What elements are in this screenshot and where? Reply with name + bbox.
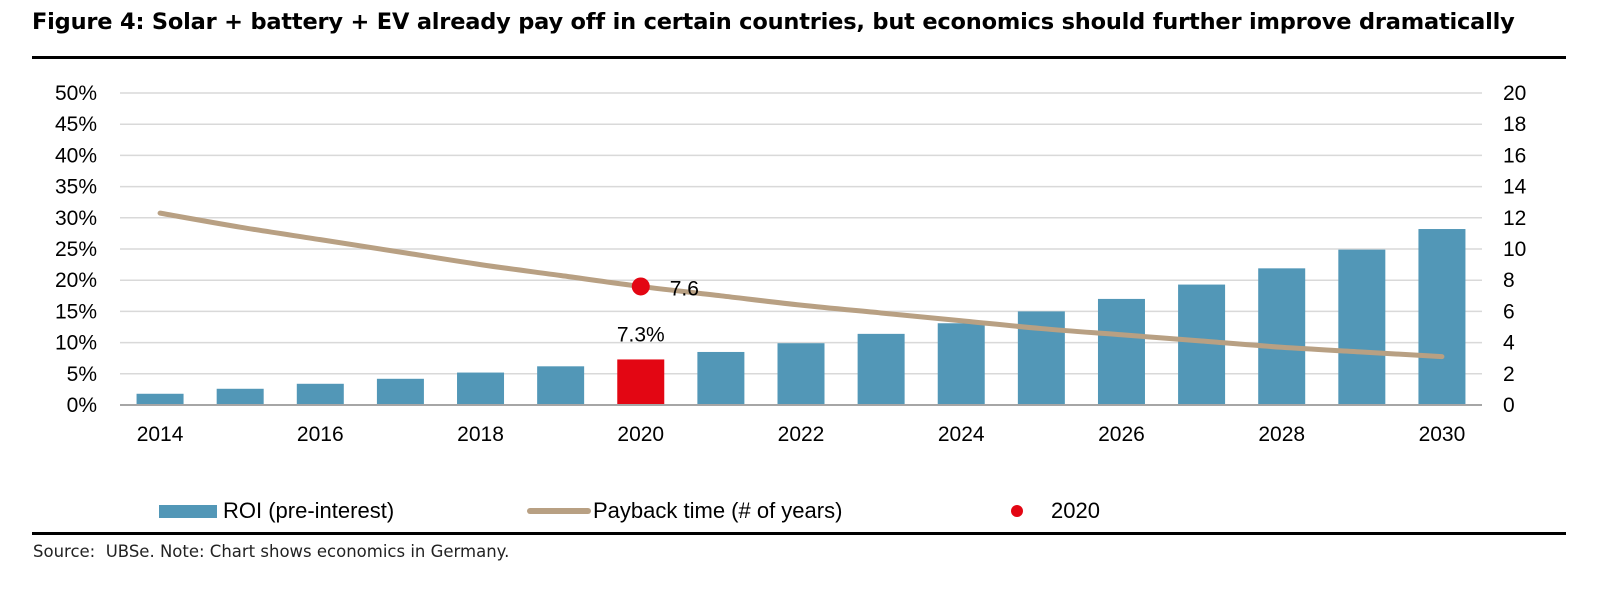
y-left-tick-label: 30% xyxy=(55,207,97,230)
x-tick-label: 2028 xyxy=(1258,423,1305,446)
legend-label-payback: Payback time (# of years) xyxy=(593,498,843,523)
bar xyxy=(1418,229,1466,405)
bar xyxy=(136,393,184,405)
y-right-tick-label: 2 xyxy=(1503,363,1515,386)
title-divider xyxy=(32,56,1566,59)
y-left-tick-label: 45% xyxy=(55,113,97,136)
legend-bar-swatch xyxy=(159,504,217,518)
bar xyxy=(457,372,505,405)
y-right-tick-label: 18 xyxy=(1503,113,1526,136)
chart-plot: 0% 5% 10% 15% 20% 25% 30% 35% 40% 45% 50% 0 2 4 6 8 10 12… xyxy=(55,82,1527,446)
roi-2020-label: 7.3% xyxy=(617,323,665,346)
bar xyxy=(1258,268,1306,405)
legend-label-2020: 2020 xyxy=(1051,498,1100,523)
y-right-tick-label: 10 xyxy=(1503,238,1526,261)
y-right-tick-label: 8 xyxy=(1503,269,1515,292)
figure-title: Figure 4: Solar + battery + EV already p… xyxy=(32,9,1515,35)
x-tick-label: 2016 xyxy=(297,423,344,446)
bar xyxy=(216,388,264,405)
legend-line-swatch xyxy=(527,508,591,514)
y-left-tick-label: 15% xyxy=(55,300,97,323)
x-tick-label: 2014 xyxy=(137,423,184,446)
bar xyxy=(1338,249,1386,405)
legend-item-2020: 2020 xyxy=(1011,494,1100,528)
bar xyxy=(937,323,985,405)
y-left-tick-label: 35% xyxy=(55,176,97,199)
y-right-tick-label: 0 xyxy=(1503,394,1515,417)
bar xyxy=(697,351,745,405)
legend-dot-swatch xyxy=(1011,505,1023,517)
y-left-tick-label: 25% xyxy=(55,238,97,261)
y-left-tick-label: 50% xyxy=(55,82,97,105)
y-right-tick-label: 20 xyxy=(1503,82,1526,105)
legend-item-payback: Payback time (# of years) xyxy=(527,494,842,528)
source-note: Source: UBSe. Note: Chart shows economic… xyxy=(33,542,510,561)
y-right-tick-label: 12 xyxy=(1503,207,1526,230)
bar xyxy=(296,383,344,405)
bar xyxy=(857,333,905,405)
y-left-tick-label: 5% xyxy=(67,363,97,386)
bar xyxy=(537,366,585,405)
bar xyxy=(376,378,424,405)
y-left-tick-label: 20% xyxy=(55,269,97,292)
x-tick-label: 2030 xyxy=(1419,423,1466,446)
highlight-point-2020 xyxy=(631,277,650,296)
y-right-tick-label: 4 xyxy=(1503,332,1515,355)
x-tick-label: 2018 xyxy=(457,423,504,446)
payback-2020-label: 7.6 xyxy=(670,277,699,300)
y-left-tick-label: 0% xyxy=(67,394,97,417)
y-right-tick-label: 14 xyxy=(1503,176,1527,199)
y-right-tick-label: 6 xyxy=(1503,300,1515,323)
bar xyxy=(777,343,825,405)
x-tick-label: 2020 xyxy=(617,423,664,446)
x-tick-label: 2026 xyxy=(1098,423,1145,446)
legend-label-roi: ROI (pre-interest) xyxy=(223,498,395,523)
footer-divider xyxy=(32,532,1566,535)
bar xyxy=(1097,298,1145,405)
bar-2020 xyxy=(617,359,665,405)
y-left-tick-label: 10% xyxy=(55,332,97,355)
x-tick-label: 2024 xyxy=(938,423,985,446)
legend-item-roi: ROI (pre-interest) xyxy=(159,494,394,528)
payback-line xyxy=(157,210,1445,360)
y-right-tick-label: 16 xyxy=(1503,144,1526,167)
x-tick-label: 2022 xyxy=(778,423,825,446)
y-left-tick-label: 40% xyxy=(55,144,97,167)
